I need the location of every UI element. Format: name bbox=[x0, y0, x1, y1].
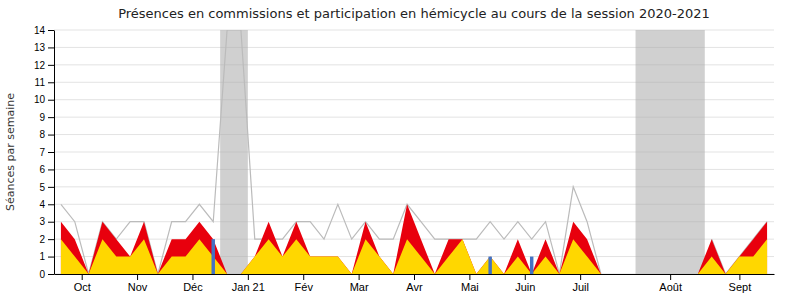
x-tick-mark bbox=[303, 274, 304, 280]
x-tick-label: Avr bbox=[406, 281, 423, 293]
x-axis: Oct Nov Déc Jan 21 Fév Mar Avr Mai Juin Juil Août S… bbox=[55, 274, 775, 293]
x-tick-mark bbox=[525, 274, 526, 280]
y-tick-mark bbox=[48, 100, 54, 101]
y-tick: 5 bbox=[39, 182, 54, 193]
y-tick-mark bbox=[48, 117, 54, 118]
x-tick: Juil bbox=[572, 274, 589, 293]
y-tick: 1 bbox=[39, 251, 54, 262]
x-tick-label: Fév bbox=[295, 281, 314, 293]
x-tick-label: Mar bbox=[350, 281, 369, 293]
y-tick: 8 bbox=[39, 129, 54, 140]
y-tick: 13 bbox=[34, 42, 54, 53]
x-tick-mark bbox=[359, 274, 360, 280]
x-tick: Juin bbox=[515, 274, 535, 293]
y-tick: 9 bbox=[39, 112, 54, 123]
area bbox=[61, 239, 767, 274]
y-tick: 14 bbox=[34, 25, 54, 36]
x-tick: Jan 21 bbox=[232, 274, 265, 293]
x-tick-mark bbox=[82, 274, 83, 280]
y-tick-label: 12 bbox=[34, 60, 46, 71]
y-tick: 6 bbox=[39, 164, 54, 175]
y-tick: 4 bbox=[39, 199, 54, 210]
x-tick-mark bbox=[414, 274, 415, 280]
x-tick-label: Juil bbox=[572, 281, 589, 293]
y-tick-label: 2 bbox=[39, 234, 45, 245]
bar bbox=[212, 239, 215, 274]
y-tick-mark bbox=[48, 204, 54, 205]
bar bbox=[488, 257, 491, 274]
x-tick: Oct bbox=[74, 274, 91, 293]
y-tick: 12 bbox=[34, 60, 54, 71]
y-axis-line bbox=[54, 31, 55, 275]
y-tick: 10 bbox=[34, 94, 54, 105]
x-tick-mark bbox=[137, 274, 138, 280]
x-tick-label: Déc bbox=[183, 281, 203, 293]
x-tick-label: Juin bbox=[515, 281, 535, 293]
y-tick-mark bbox=[48, 274, 54, 275]
y-tick-label: 3 bbox=[39, 216, 45, 227]
x-tick: Mai bbox=[461, 274, 479, 293]
y-axis-title: Séances par semaine bbox=[4, 93, 17, 211]
x-tick-mark bbox=[670, 274, 671, 280]
y-tick-mark bbox=[48, 152, 54, 153]
y-tick-mark bbox=[48, 239, 54, 240]
y-tick-label: 13 bbox=[34, 42, 46, 53]
x-tick: Avr bbox=[406, 274, 423, 293]
y-tick: 0 bbox=[39, 269, 54, 280]
x-tick-label: Jan 21 bbox=[232, 281, 265, 293]
y-tick-mark bbox=[48, 47, 54, 48]
y-tick-label: 7 bbox=[39, 147, 45, 158]
y-axis: 01234567891011121314 bbox=[34, 25, 55, 280]
bar bbox=[530, 257, 533, 274]
marks bbox=[61, 30, 767, 274]
x-tick-label: Nov bbox=[128, 281, 148, 293]
y-tick-label: 1 bbox=[39, 251, 45, 262]
y-tick-mark bbox=[48, 30, 54, 31]
x-tick-mark bbox=[192, 274, 193, 280]
y-tick: 7 bbox=[39, 147, 54, 158]
x-tick-label: Sept bbox=[729, 281, 752, 293]
y-tick: 2 bbox=[39, 234, 54, 245]
y-tick-mark bbox=[48, 135, 54, 136]
y-tick-label: 8 bbox=[39, 129, 45, 140]
y-tick: 11 bbox=[35, 77, 54, 88]
y-tick-label: 10 bbox=[34, 94, 46, 105]
y-tick-mark bbox=[48, 257, 54, 258]
x-tick: Sept bbox=[729, 274, 752, 293]
x-tick: Fév bbox=[295, 274, 314, 293]
x-tick: Août bbox=[659, 274, 682, 293]
x-tick-mark bbox=[469, 274, 470, 280]
y-tick-label: 9 bbox=[39, 112, 45, 123]
grid bbox=[54, 30, 774, 274]
chart: Présences en commissions et participatio… bbox=[0, 0, 790, 300]
y-tick-mark bbox=[48, 82, 54, 83]
title: Présences en commissions et participatio… bbox=[118, 6, 710, 21]
y-tick-label: 14 bbox=[34, 25, 46, 36]
x-tick-label: Août bbox=[659, 281, 682, 293]
y-tick: 3 bbox=[39, 216, 54, 227]
line bbox=[61, 30, 767, 274]
x-tick: Mar bbox=[350, 274, 369, 293]
y-tick-mark bbox=[48, 169, 54, 170]
y-tick-mark bbox=[48, 65, 54, 66]
area bbox=[61, 204, 767, 274]
y-tick-label: 6 bbox=[39, 164, 45, 175]
y-tick-label: 11 bbox=[35, 77, 46, 88]
y-tick-mark bbox=[48, 222, 54, 223]
x-tick-mark bbox=[248, 274, 249, 280]
y-tick-label: 4 bbox=[39, 199, 45, 210]
x-tick-label: Oct bbox=[74, 281, 91, 293]
y-tick-label: 0 bbox=[39, 269, 45, 280]
x-tick-mark bbox=[580, 274, 581, 280]
x-tick: Nov bbox=[128, 274, 148, 293]
x-tick-label: Mai bbox=[461, 281, 479, 293]
y-tick-label: 5 bbox=[39, 182, 45, 193]
x-tick: Déc bbox=[183, 274, 203, 293]
x-tick-mark bbox=[739, 274, 740, 280]
band bbox=[636, 30, 705, 274]
y-tick-mark bbox=[48, 187, 54, 188]
